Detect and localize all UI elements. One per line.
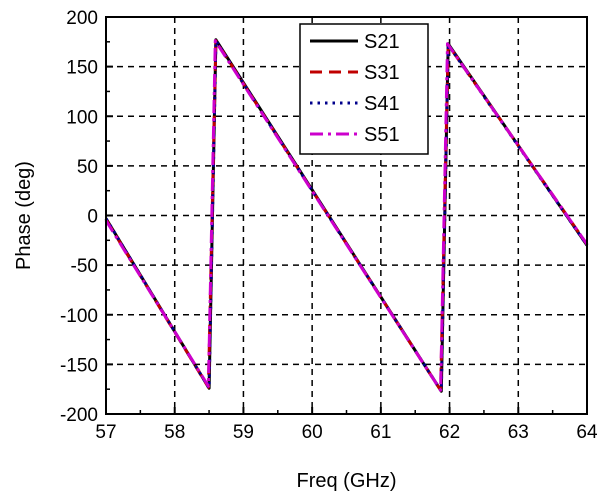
- legend-label-s51: S51: [364, 124, 400, 146]
- y-tick-label: -50: [71, 256, 98, 277]
- y-tick-label: 0: [87, 207, 98, 228]
- legend-label-s31: S31: [364, 62, 400, 84]
- x-axis-title: Freq (GHz): [297, 470, 397, 492]
- x-tick-label: 60: [302, 422, 323, 443]
- legend-label-s21: S21: [364, 31, 400, 53]
- y-axis-title: Phase (deg): [13, 161, 35, 270]
- x-tick-label: 61: [370, 422, 391, 443]
- x-tick-label: 57: [95, 422, 116, 443]
- x-tick-label: 63: [508, 422, 529, 443]
- y-tick-label: 200: [66, 8, 98, 29]
- y-tick-label: -150: [60, 355, 98, 376]
- x-tick-label: 64: [576, 422, 598, 443]
- legend-label-s41: S41: [364, 93, 400, 115]
- y-tick-label: -100: [60, 306, 98, 327]
- y-tick-label: 150: [66, 58, 98, 79]
- legend: S21 S31 S41 S51: [299, 23, 429, 155]
- axis-ticks: 57 58 59 60 61 62 63 64 -200 -150 -100 -50 0 50 100 150…: [60, 8, 598, 443]
- y-tick-label: 100: [66, 107, 98, 128]
- y-tick-label: -200: [60, 405, 98, 426]
- series-lines: [104, 38, 589, 393]
- y-tick-label: 50: [77, 157, 98, 178]
- x-tick-label: 62: [439, 422, 460, 443]
- x-tick-label: 58: [164, 422, 185, 443]
- x-tick-label: 59: [233, 422, 254, 443]
- legend-box: [299, 23, 429, 155]
- series-line-s51: [104, 39, 589, 392]
